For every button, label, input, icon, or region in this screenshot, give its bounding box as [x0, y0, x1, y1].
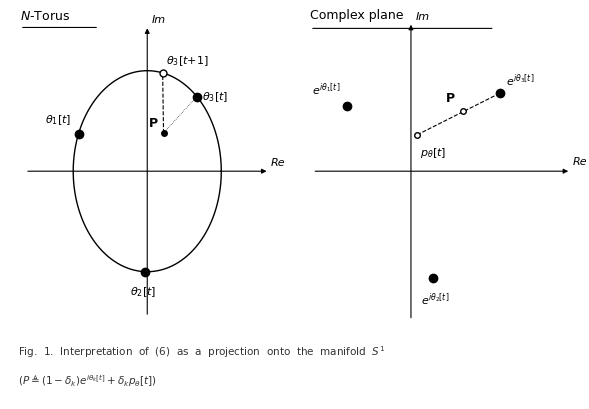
Text: Re: Re — [573, 157, 587, 166]
Text: $\theta_2[t]$: $\theta_2[t]$ — [130, 284, 156, 298]
Text: Im: Im — [416, 11, 430, 22]
Text: $\theta_3[t{+}1]$: $\theta_3[t{+}1]$ — [166, 54, 209, 67]
Text: $\mathbf{P}$: $\mathbf{P}$ — [148, 117, 159, 130]
Text: $e^{i\theta_3[t]}$: $e^{i\theta_3[t]}$ — [506, 72, 534, 89]
Text: $e^{i\theta_1[t]}$: $e^{i\theta_1[t]}$ — [312, 81, 341, 98]
Text: Complex plane: Complex plane — [310, 9, 403, 22]
Text: $p_\theta[t]$: $p_\theta[t]$ — [419, 146, 446, 160]
Text: $N$-Torus: $N$-Torus — [20, 10, 70, 23]
Text: Re: Re — [271, 158, 286, 168]
Text: ($P \triangleq (1-\delta_k)e^{i\theta_k[t]} + \delta_k p_\theta[t]$): ($P \triangleq (1-\delta_k)e^{i\theta_k[… — [18, 372, 157, 388]
Text: $\theta_3[t]$: $\theta_3[t]$ — [202, 90, 228, 104]
Text: Fig.  1.  Interpretation  of  (6)  as  a  projection  onto  the  manifold  $S^1$: Fig. 1. Interpretation of (6) as a proje… — [18, 344, 385, 360]
Text: $\mathbf{P}$: $\mathbf{P}$ — [445, 92, 455, 104]
Text: $\theta_1[t]$: $\theta_1[t]$ — [45, 112, 71, 126]
Text: $e^{i\theta_2[t]}$: $e^{i\theta_2[t]}$ — [421, 291, 450, 308]
Text: Im: Im — [152, 16, 166, 25]
